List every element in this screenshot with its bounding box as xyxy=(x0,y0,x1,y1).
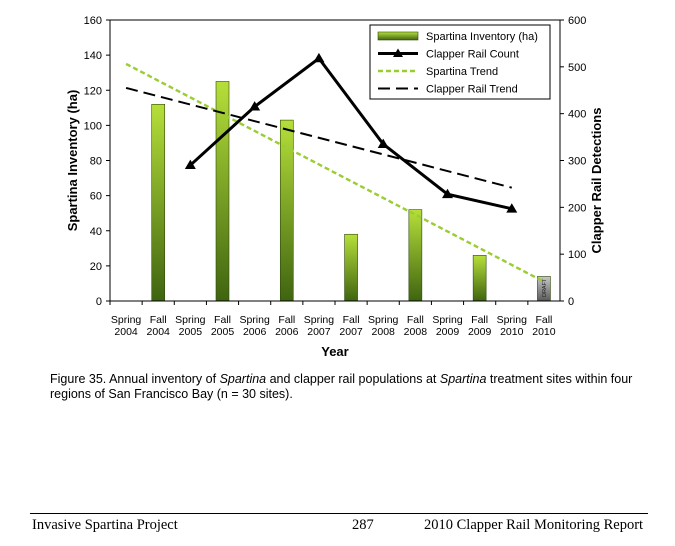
legend-label-trend-2: Clapper Rail Trend xyxy=(426,84,518,96)
x-tick-label-year: 2009 xyxy=(436,326,460,338)
left-tick-label: 140 xyxy=(84,50,102,62)
x-tick-label-season: Spring xyxy=(432,314,463,326)
x-tick-label-season: Fall xyxy=(535,314,552,326)
spartina-bars: DRAFT xyxy=(151,81,551,302)
figure-caption: Figure 35. Annual inventory of Spartina … xyxy=(50,372,640,402)
left-tick-label: 60 xyxy=(90,191,102,203)
right-tick-label: 400 xyxy=(568,109,586,121)
x-tick-label-year: 2010 xyxy=(532,326,556,338)
caption-middle: and clapper rail populations at xyxy=(266,372,440,386)
x-tick-label-season: Spring xyxy=(111,314,142,326)
caption-italic-1: Spartina xyxy=(219,372,267,386)
x-tick-label-season: Spring xyxy=(239,314,270,326)
right-tick-label: 500 xyxy=(568,62,586,74)
bar-fall-2008 xyxy=(408,209,423,302)
right-tick-label: 0 xyxy=(568,296,574,308)
x-tick-label-year: 2005 xyxy=(211,326,235,338)
caption-italic-2: Spartina xyxy=(439,372,487,386)
legend-label-line: Clapper Rail Count xyxy=(426,49,519,61)
x-tick-label-year: 2004 xyxy=(114,326,138,338)
clapper-rail-point-spring-2006 xyxy=(249,101,261,111)
spartina-trend-line xyxy=(125,62,545,283)
x-tick-label-year: 2008 xyxy=(404,326,428,338)
bar-annotation: DRAFT xyxy=(542,278,548,297)
caption-prefix: Figure 35. Annual inventory of xyxy=(50,372,220,386)
left-axis-title: Spartina Inventory (ha) xyxy=(65,90,80,232)
left-tick-label: 0 xyxy=(96,296,102,308)
x-tick-label-season: Fall xyxy=(407,314,424,326)
right-tick-label: 100 xyxy=(568,249,586,261)
x-tick-label-season: Spring xyxy=(368,314,399,326)
left-tick-label: 20 xyxy=(90,261,102,273)
x-tick-label-year: 2005 xyxy=(179,326,203,338)
clapper-rail-point-spring-2010 xyxy=(506,203,518,213)
legend-label-bars: Spartina Inventory (ha) xyxy=(426,31,538,43)
x-tick-label-season: Spring xyxy=(175,314,206,326)
x-tick-label-season: Spring xyxy=(497,314,528,326)
footer-rule xyxy=(30,513,648,514)
x-tick-label-year: 2006 xyxy=(275,326,299,338)
legend-swatch-bars xyxy=(377,31,419,41)
bar-fall-2007 xyxy=(344,233,358,302)
x-tick-label-year: 2007 xyxy=(307,326,331,338)
clapper-rail-line xyxy=(184,52,518,213)
x-tick-label-season: Fall xyxy=(150,314,167,326)
left-tick-label: 120 xyxy=(84,85,102,97)
legend-swatch-marker xyxy=(393,48,403,57)
x-tick-label-season: Fall xyxy=(343,314,360,326)
axes: 0 20 40 60 80 100 120 140 160 0 100 200 300 400 500 600… xyxy=(65,15,604,359)
x-tick-label-season: Spring xyxy=(304,314,335,326)
caption-suffix: treatment sites within four regions of S… xyxy=(50,372,633,401)
clapper-rail-count-line xyxy=(189,56,513,211)
x-tick-label-year: 2006 xyxy=(243,326,267,338)
x-tick-label-season: Fall xyxy=(471,314,488,326)
legend: Spartina Inventory (ha) Clapper Rail Coun… xyxy=(369,24,551,100)
chart: DRAFT 0 20 40 60 80 100 120 140 160 0 100 200 300 400… xyxy=(65,15,604,359)
clapper-rail-point-spring-2007 xyxy=(313,52,325,63)
left-tick-label: 40 xyxy=(90,226,102,238)
left-tick-label: 160 xyxy=(84,15,102,27)
footer-right: 2010 Clapper Rail Monitoring Report xyxy=(424,517,644,533)
right-tick-label: 200 xyxy=(568,202,586,214)
left-tick-label: 80 xyxy=(90,156,102,168)
bar-fall-2004 xyxy=(151,104,166,302)
x-tick-label-year: 2004 xyxy=(147,326,171,338)
x-tick-label-season: Fall xyxy=(278,314,295,326)
clapper-rail-point-spring-2008 xyxy=(377,138,389,148)
footer-left: Invasive Spartina Project xyxy=(32,517,178,533)
x-tick-label-year: 2009 xyxy=(468,326,492,338)
right-tick-label: 300 xyxy=(568,156,586,168)
bar-fall-2009 xyxy=(472,255,487,302)
left-tick-label: 100 xyxy=(84,120,102,132)
clapper-rail-trend-line xyxy=(125,86,513,189)
x-tick-label-year: 2007 xyxy=(339,326,363,338)
footer-page-number: 287 xyxy=(352,517,374,533)
x-tick-label-year: 2010 xyxy=(500,326,524,338)
x-axis-title: Year xyxy=(321,344,348,359)
right-tick-label: 600 xyxy=(568,15,586,27)
bar-fall-2006 xyxy=(279,119,294,302)
clapper-rail-point-spring-2009 xyxy=(442,188,453,199)
legend-label-trend-1: Spartina Trend xyxy=(426,66,498,78)
right-axis-title: Clapper Rail Detections xyxy=(589,108,604,254)
clapper-rail-point-spring-2005 xyxy=(184,159,196,170)
x-tick-label-season: Fall xyxy=(214,314,231,326)
trend-lines xyxy=(125,62,545,283)
x-tick-label-year: 2008 xyxy=(372,326,396,338)
